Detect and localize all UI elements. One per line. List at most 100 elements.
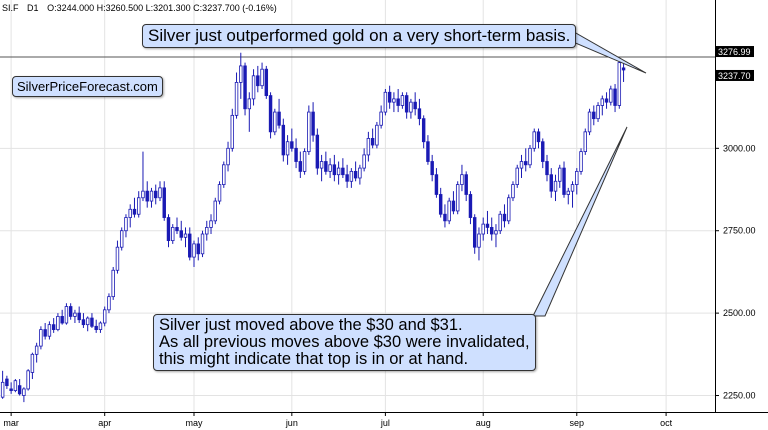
candle-115 [490, 217, 494, 241]
candle-98 [417, 98, 422, 126]
candle-47 [200, 230, 205, 258]
candle-96 [409, 98, 413, 119]
candle-0 [0, 370, 5, 399]
candle-body [596, 105, 600, 120]
candle-body [260, 68, 264, 87]
candle-body [124, 217, 128, 232]
candle-body [541, 141, 545, 162]
candle-body [319, 161, 324, 169]
candle-66 [281, 118, 286, 162]
candle-body [94, 325, 98, 330]
candlestick-series [0, 52, 626, 403]
candle-31 [132, 197, 137, 218]
candle-body [60, 316, 64, 324]
candle-80 [341, 158, 345, 178]
candle-123 [524, 148, 528, 172]
candle-body [379, 111, 383, 126]
candle-body [519, 161, 524, 169]
candle-body [532, 131, 536, 149]
candle-body [575, 170, 579, 185]
bottom-annotation: Silver just moved above the $30 and $31.… [153, 314, 536, 371]
candle-118 [502, 204, 507, 228]
candle-84 [358, 164, 362, 185]
candle-81 [345, 164, 349, 188]
candle-body [515, 167, 519, 185]
candle-body [545, 161, 549, 176]
candle-body [85, 317, 90, 326]
symbol-label: SI.F [2, 3, 19, 13]
candle-139 [592, 105, 596, 126]
candle-146 [621, 62, 626, 82]
candle-95 [404, 92, 409, 119]
candle-7 [30, 352, 35, 380]
candle-body [183, 233, 188, 238]
x-axis-ticks: mar apr may jun jul aug sep oct [3, 412, 673, 428]
candle-body [294, 147, 298, 162]
candle-body [311, 111, 315, 136]
candle-body [349, 170, 354, 182]
candle-67 [285, 135, 290, 165]
candle-106 [451, 191, 456, 215]
candle-12 [51, 318, 56, 333]
price-label-text: 3237.70 [718, 71, 751, 81]
candle-55 [234, 72, 239, 119]
bottom-annotation-line-3: this might indicate that top is in or at… [159, 350, 469, 368]
candle-body [409, 101, 413, 113]
candle-122 [519, 154, 524, 178]
candle-body [115, 246, 120, 271]
candle-body [226, 147, 230, 166]
candle-56 [239, 52, 243, 99]
candle-body [111, 269, 115, 298]
candle-142 [604, 92, 609, 109]
candle-18 [77, 306, 81, 324]
candle-59 [251, 69, 256, 106]
candle-130 [553, 174, 558, 202]
candle-92 [392, 92, 396, 113]
candle-body [426, 141, 430, 162]
candle-body [443, 213, 447, 222]
candle-body [583, 131, 588, 153]
candle-27 [115, 240, 120, 274]
candle-body [438, 194, 443, 215]
candle-body [562, 167, 566, 195]
candle-body [56, 316, 60, 330]
candle-body [39, 329, 43, 347]
candle-79 [336, 161, 341, 185]
candle-22 [94, 319, 98, 333]
candle-71 [302, 148, 307, 175]
candle-body [141, 190, 145, 199]
x-tick-label-sep: sep [570, 418, 585, 428]
candle-body [549, 174, 553, 192]
candle-131 [558, 164, 562, 188]
candle-107 [455, 181, 460, 215]
candle-15 [64, 303, 69, 325]
bottom-annotation-line-1: Silver just moved above the $30 and $31. [159, 316, 463, 334]
candle-body [502, 213, 507, 222]
candle-body [73, 312, 77, 317]
candle-body [315, 134, 320, 169]
candle-body [98, 322, 103, 330]
candle-body [26, 370, 30, 390]
candle-body [213, 200, 217, 222]
top-callout-pointer [565, 31, 647, 74]
x-tick-label-may: may [186, 418, 204, 428]
candle-76 [324, 151, 328, 175]
candle-74 [315, 128, 320, 175]
candle-9 [39, 326, 43, 350]
candle-129 [549, 168, 553, 198]
candle-109 [464, 171, 468, 202]
candle-body [464, 174, 468, 195]
candle-body [264, 68, 269, 96]
candle-114 [485, 210, 490, 235]
y-axis-ticks: 2250.00 2500.00 2750.00 3000.00 [715, 143, 756, 401]
candle-body [400, 95, 405, 106]
candle-60 [256, 65, 260, 93]
candle-145 [617, 59, 622, 109]
price-labels: 3276.99 3237.70 [716, 46, 754, 81]
price-label-text: 3276.99 [718, 47, 751, 57]
candle-26 [111, 266, 115, 300]
candle-137 [583, 128, 588, 155]
candle-body [64, 306, 69, 324]
candle-body [234, 82, 239, 116]
